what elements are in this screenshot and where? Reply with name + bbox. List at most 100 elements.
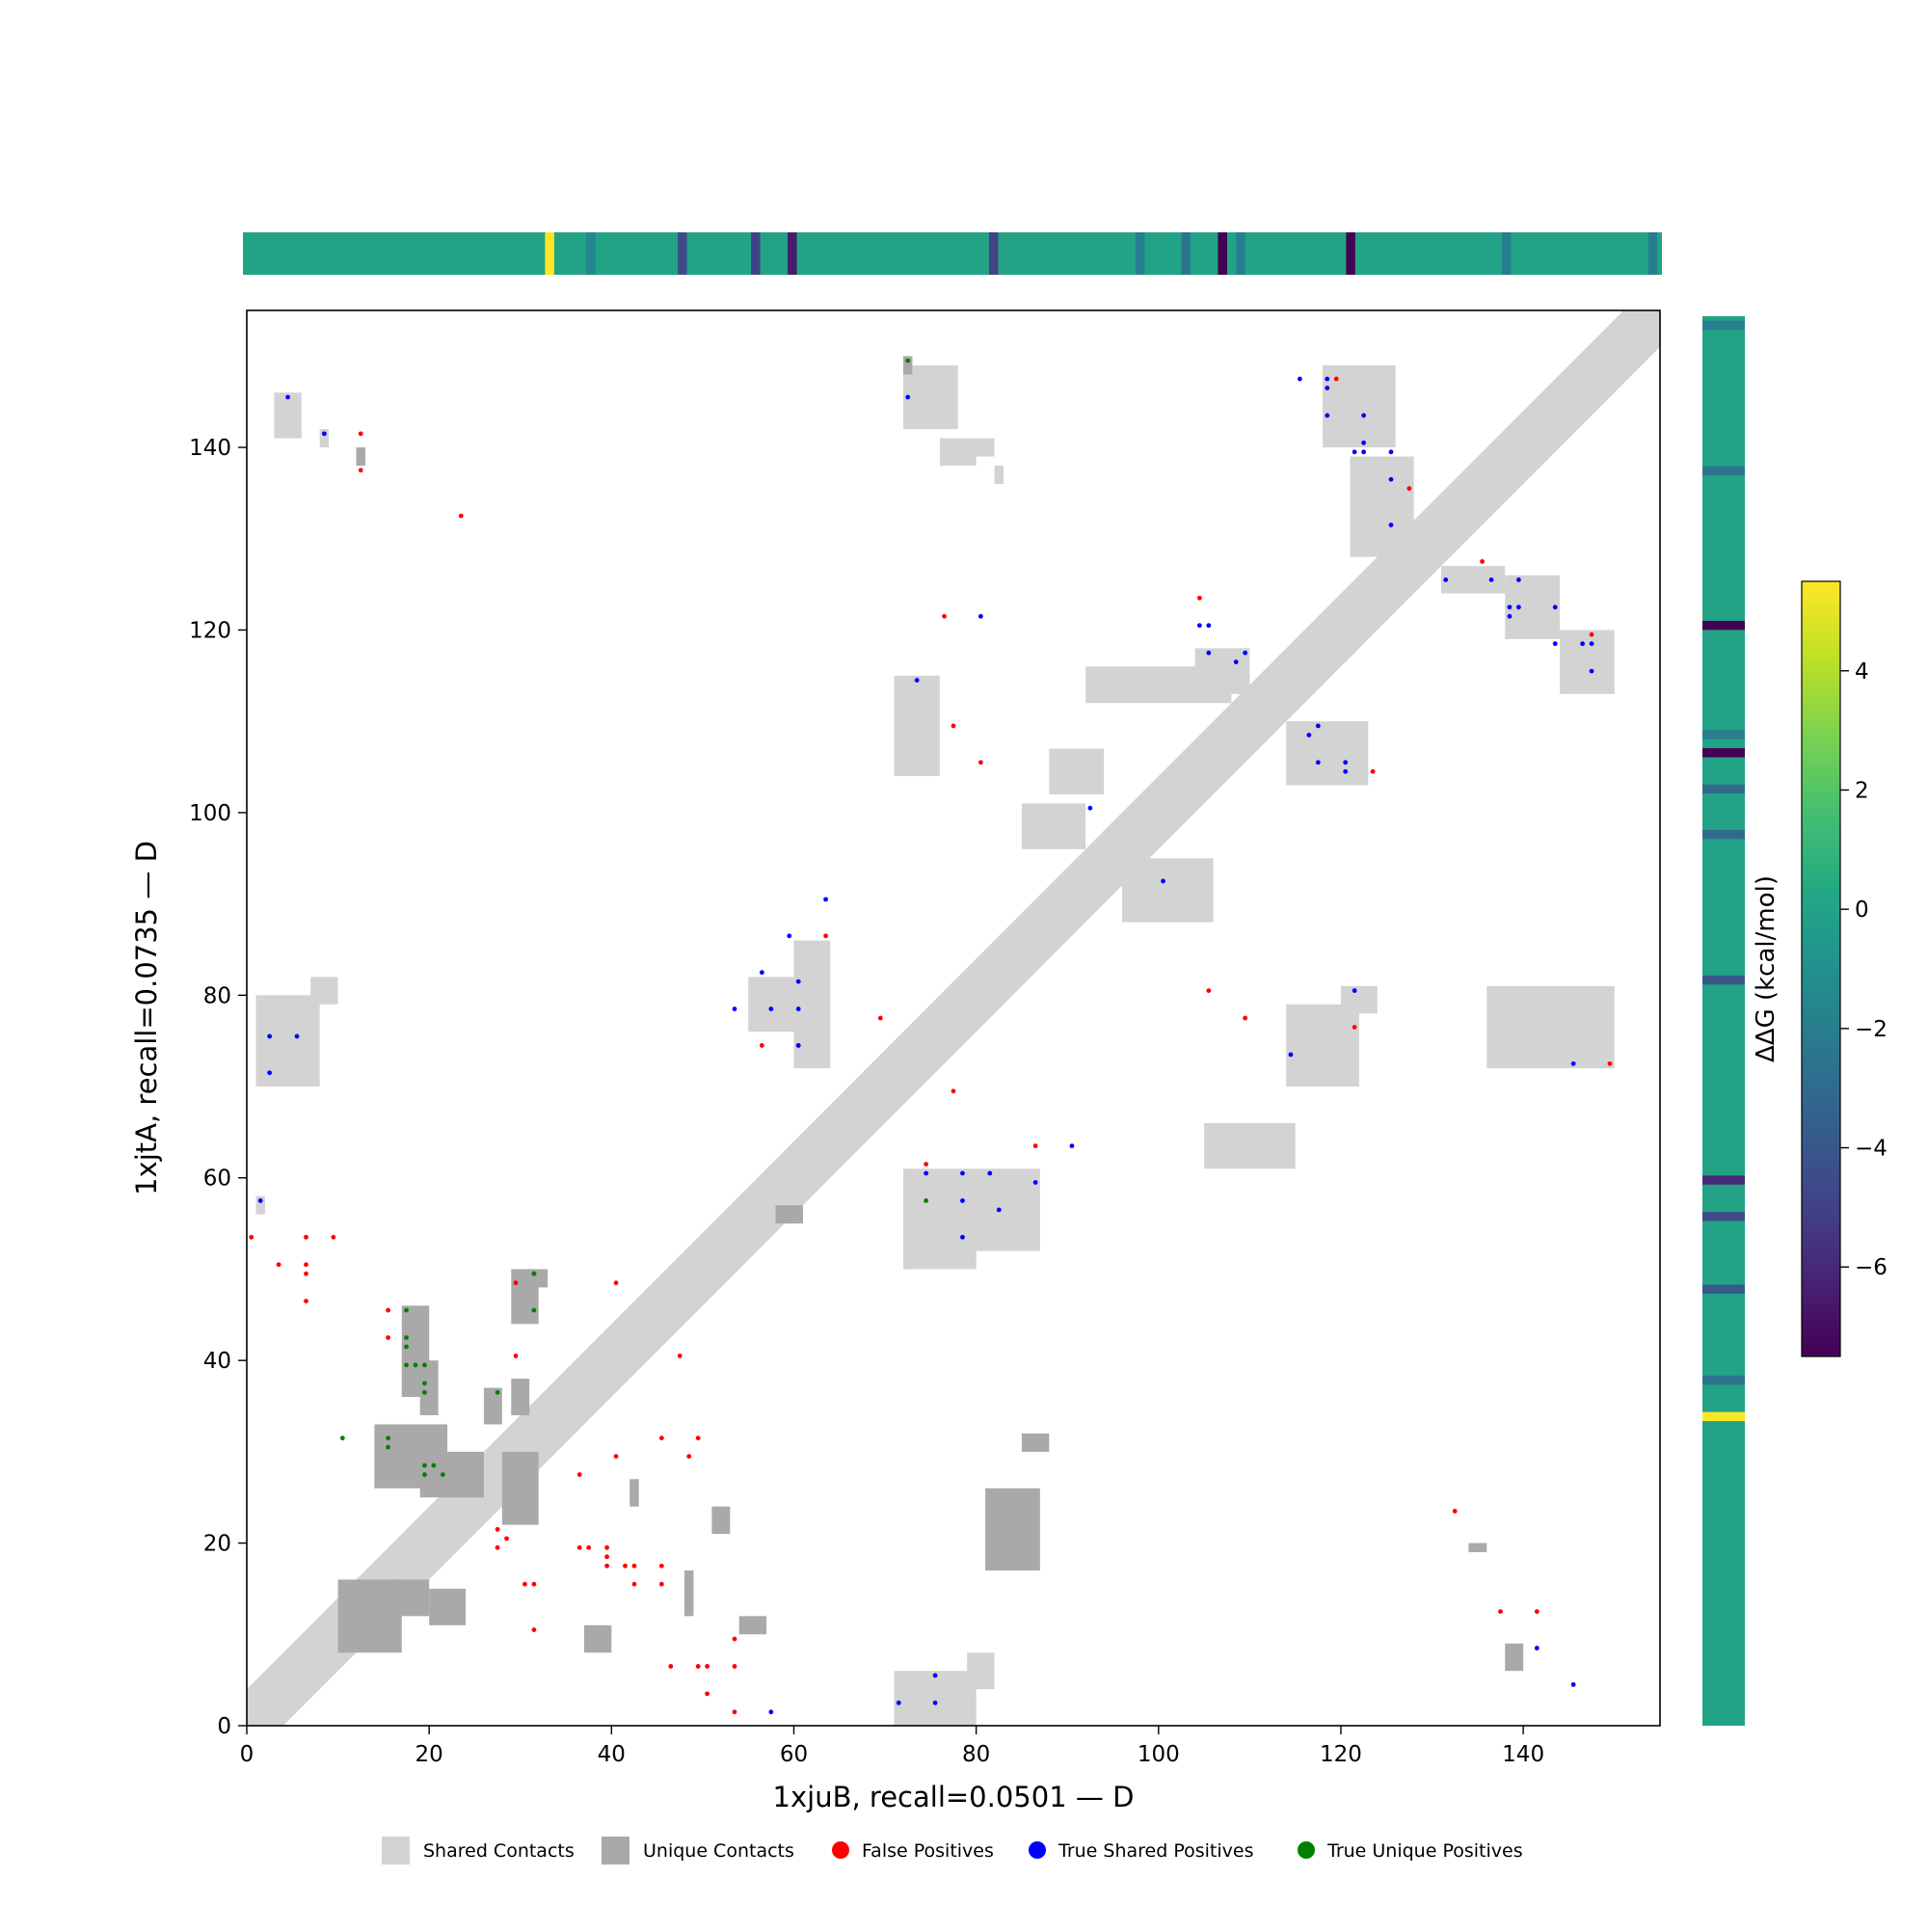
shared-contact-patch-12 (1049, 748, 1105, 794)
true-shared-positive-point-46 (1352, 988, 1357, 993)
false-positive-point-32 (705, 1664, 710, 1669)
right-strip-residue-1 (1702, 1375, 1745, 1385)
unique-contact-patch-11 (683, 1570, 694, 1617)
y-tick-label-40: 40 (203, 1349, 231, 1374)
top-strip-residue-5 (988, 232, 999, 275)
false-positive-point-49 (1196, 595, 1202, 601)
shared-contact-patch-20 (902, 1168, 977, 1270)
false-positive-point-6 (331, 1234, 336, 1240)
legend-marker-2 (832, 1841, 849, 1859)
shared-contact-patch-31 (1368, 584, 1387, 604)
true-shared-positive-point-37 (1298, 376, 1302, 382)
shared-contact-patch-27 (1204, 1122, 1296, 1169)
false-positive-point-29 (686, 1454, 692, 1460)
shared-contact-patch-29 (274, 392, 302, 439)
false-positive-point-21 (623, 1563, 628, 1569)
shared-contact-patch-6 (1350, 456, 1414, 557)
shared-contact-patch-26 (1486, 985, 1615, 1069)
false-positive-point-27 (668, 1664, 674, 1669)
true-shared-positive-point-27 (768, 1709, 774, 1715)
false-positive-point-57 (1534, 1609, 1540, 1615)
true-unique-positive-point-17 (531, 1307, 537, 1313)
true-shared-positive-point-57 (1507, 604, 1513, 610)
shared-contact-patch-1 (939, 438, 977, 467)
true-shared-positive-point-54 (1443, 577, 1449, 582)
false-positive-point-43 (951, 723, 956, 729)
right-strip-residue-11 (1702, 466, 1745, 476)
right-strip-residue-12 (1702, 320, 1745, 331)
top-strip-base (243, 232, 1662, 275)
colorbar: 4 2 0 −2 −4 −6 ΔΔG (kcal/mol) (1752, 580, 1888, 1357)
true-unique-positive-point-19 (924, 1198, 929, 1203)
true-unique-positive-point-5 (404, 1344, 409, 1350)
y-axis-ticks: 0 20 40 60 80 100 120 140 (189, 436, 247, 1739)
false-positive-point-37 (759, 1043, 764, 1048)
true-shared-positive-point-33 (1206, 650, 1212, 656)
shared-contact-patch-7 (1441, 566, 1506, 594)
true-shared-positive-point-30 (932, 1700, 938, 1705)
right-strip-residue-3 (1702, 1212, 1745, 1221)
top-strip-residue-2 (678, 232, 687, 275)
true-shared-positive-point-43 (1325, 386, 1330, 390)
true-shared-positive-point-40 (1315, 760, 1321, 765)
y-tick-label-0: 0 (217, 1714, 231, 1739)
true-shared-positive-point-24 (1069, 1143, 1075, 1148)
x-tick-label-120: 120 (1320, 1742, 1362, 1767)
false-positive-point-1 (276, 1262, 281, 1268)
shared-contact-patch-3 (994, 466, 1004, 484)
true-unique-positive-point-10 (422, 1389, 427, 1395)
true-unique-positive-point-0 (339, 1436, 345, 1441)
true-shared-positive-point-18 (960, 1170, 965, 1176)
true-shared-positive-point-29 (932, 1673, 938, 1678)
true-shared-positive-point-67 (1570, 1681, 1576, 1687)
shared-contact-patch-2 (976, 438, 995, 457)
true-shared-positive-point-5 (257, 1198, 263, 1203)
true-unique-positive-point-6 (404, 1362, 409, 1368)
shared-contact-patch-24 (1286, 1004, 1359, 1087)
right-strip-residue-0 (1702, 1411, 1745, 1422)
legend-label-2: False Positives (862, 1840, 994, 1862)
false-positive-point-54 (1452, 1509, 1458, 1514)
false-positive-point-60 (495, 1526, 500, 1532)
top-strip-residue-12 (1647, 232, 1658, 275)
true-shared-positive-point-50 (1361, 449, 1367, 455)
top-strip-residue-6 (1135, 232, 1145, 275)
false-positive-point-52 (1370, 768, 1376, 774)
false-positive-point-58 (1589, 631, 1594, 637)
false-positive-point-10 (513, 1280, 519, 1286)
true-unique-positive-point-16 (531, 1271, 537, 1276)
true-shared-positive-point-9 (787, 933, 792, 939)
true-shared-positive-point-20 (960, 1198, 965, 1203)
legend: Shared Contacts Unique Contacts False Posi… (382, 1837, 1523, 1865)
unique-contact-patch-18 (356, 447, 365, 467)
colorbar-tick-label-3: −2 (1855, 1017, 1888, 1042)
true-shared-positive-point-42 (1325, 376, 1330, 382)
true-shared-positive-point-44 (1343, 760, 1349, 765)
true-shared-positive-point-55 (1488, 577, 1494, 582)
true-shared-positive-point-28 (896, 1700, 901, 1705)
false-positive-point-45 (977, 760, 983, 765)
colorbar-gradient (1801, 580, 1841, 1357)
false-positive-point-62 (495, 1544, 500, 1550)
colorbar-tick-label-1: 2 (1855, 778, 1869, 803)
true-shared-positive-point-38 (1306, 733, 1312, 738)
true-shared-positive-point-4 (294, 1033, 300, 1039)
false-positive-point-30 (695, 1436, 701, 1441)
y-tick-label-120: 120 (189, 618, 231, 643)
true-shared-positive-point-8 (768, 1006, 774, 1011)
x-tick-label-60: 60 (780, 1742, 808, 1767)
true-unique-positive-point-13 (431, 1462, 437, 1468)
unique-contact-patch-14 (985, 1488, 1040, 1570)
shared-contact-patch-13 (1121, 858, 1214, 923)
true-unique-positive-point-4 (404, 1335, 409, 1340)
y-tick-label-20: 20 (203, 1532, 231, 1557)
false-positive-point-14 (576, 1544, 582, 1550)
false-positive-point-25 (658, 1581, 664, 1587)
unique-contact-patch-13 (711, 1506, 731, 1535)
shared-contact-patch-30 (319, 429, 330, 448)
false-positive-point-65 (522, 1581, 527, 1587)
y-tick-label-80: 80 (203, 983, 231, 1008)
legend-label-3: True Shared Positives (1058, 1840, 1253, 1862)
true-shared-positive-point-2 (267, 1033, 273, 1039)
false-positive-point-20 (613, 1454, 619, 1460)
